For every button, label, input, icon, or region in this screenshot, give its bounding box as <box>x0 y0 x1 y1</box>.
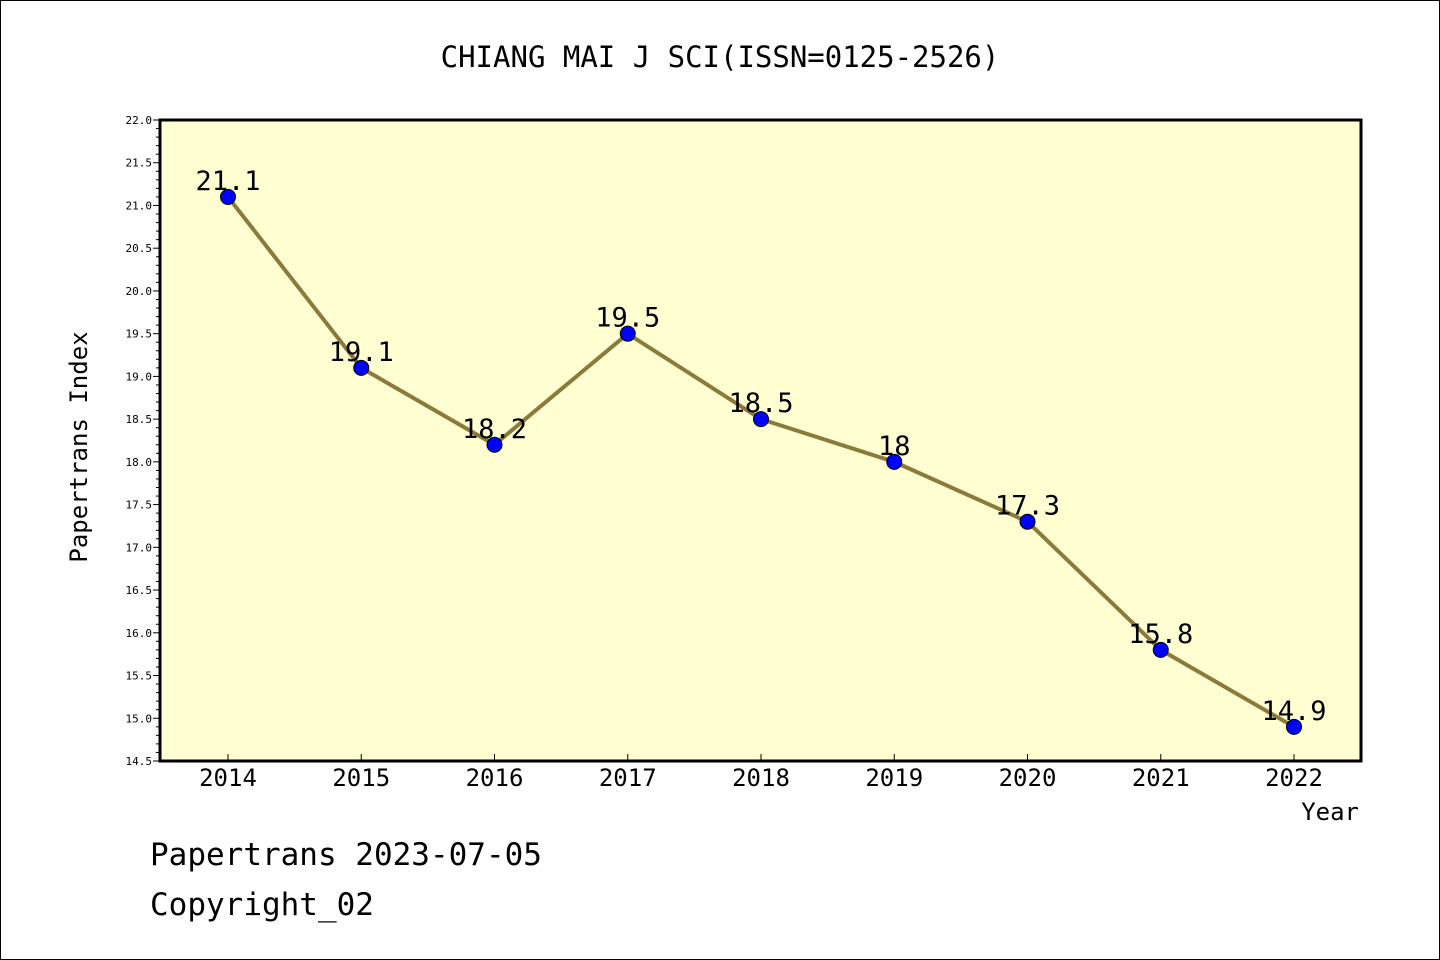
data-point <box>619 325 636 342</box>
data-label: 18.5 <box>728 388 793 419</box>
data-point <box>1152 641 1169 658</box>
y-tick-label: 15.0 <box>126 712 153 725</box>
data-point <box>353 359 370 376</box>
data-point <box>220 188 236 205</box>
y-tick-label: 22.0 <box>126 114 153 127</box>
x-tick-label: 2020 <box>999 764 1057 792</box>
y-tick-label: 21.0 <box>126 199 153 212</box>
y-tick-label: 18.0 <box>126 456 153 469</box>
x-axis: 2014 2015 2016 2017 2018 2019 2020 2021 2022 <box>199 754 1323 792</box>
data-label: 14.9 <box>1261 696 1326 727</box>
footer-copyright: Copyright_02 <box>150 887 374 923</box>
x-tick-label: 2017 <box>599 764 657 792</box>
y-tick-label: 18.5 <box>126 413 153 426</box>
y-tick-label: 19.5 <box>126 328 153 341</box>
y-tick-label: 20.0 <box>126 285 153 298</box>
y-tick-label: 20.5 <box>126 242 153 255</box>
plot-frame <box>158 118 1363 763</box>
data-label: 19.1 <box>329 337 394 368</box>
plot-area <box>160 120 1361 761</box>
data-point <box>753 411 769 428</box>
x-axis-label: Year <box>1301 798 1359 826</box>
data-label: 21.1 <box>195 166 260 197</box>
data-label: 18 <box>878 431 911 462</box>
x-tick-label: 2014 <box>199 764 257 792</box>
y-tick-label: 21.5 <box>126 157 153 170</box>
y-tick-label: 16.0 <box>126 627 153 640</box>
footer-date: Papertrans 2023-07-05 <box>150 837 542 873</box>
y-axis: 14.5 15.0 15.5 16.0 16.5 17.0 17.5 18.0 18.5 19.0… <box>126 114 160 768</box>
series-papertrans-index: 21.1 19.1 18.2 19.5 18.5 18 17.3 15.8 14.9 <box>195 166 1327 735</box>
x-tick-label: 2019 <box>865 764 923 792</box>
data-label: 17.3 <box>995 491 1060 522</box>
y-tick-label: 17.5 <box>126 499 153 512</box>
x-tick-label: 2018 <box>732 764 790 792</box>
y-tick-label: 15.5 <box>126 670 153 683</box>
y-tick-label: 14.5 <box>126 755 153 768</box>
data-label: 15.8 <box>1128 619 1193 650</box>
y-tick-label: 16.5 <box>126 584 153 597</box>
y-tick-label: 17.0 <box>126 541 153 554</box>
data-point <box>486 436 503 453</box>
y-axis-label: Papertrans Index <box>65 331 93 562</box>
chart-title: CHIANG MAI J SCI(ISSN=0125-2526) <box>441 40 1000 74</box>
data-label: 19.5 <box>595 303 660 334</box>
data-point <box>1019 513 1036 530</box>
x-tick-label: 2021 <box>1132 764 1190 792</box>
y-tick-label: 19.0 <box>126 370 153 383</box>
data-label: 18.2 <box>462 414 527 445</box>
x-tick-label: 2022 <box>1265 764 1323 792</box>
data-point <box>886 453 903 470</box>
x-tick-label: 2016 <box>466 764 524 792</box>
x-tick-label: 2015 <box>332 764 390 792</box>
data-point <box>1286 718 1302 735</box>
